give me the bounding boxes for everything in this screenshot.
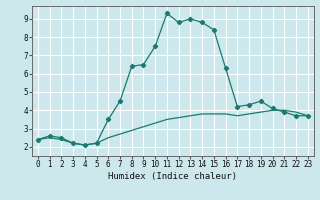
X-axis label: Humidex (Indice chaleur): Humidex (Indice chaleur) [108, 172, 237, 181]
